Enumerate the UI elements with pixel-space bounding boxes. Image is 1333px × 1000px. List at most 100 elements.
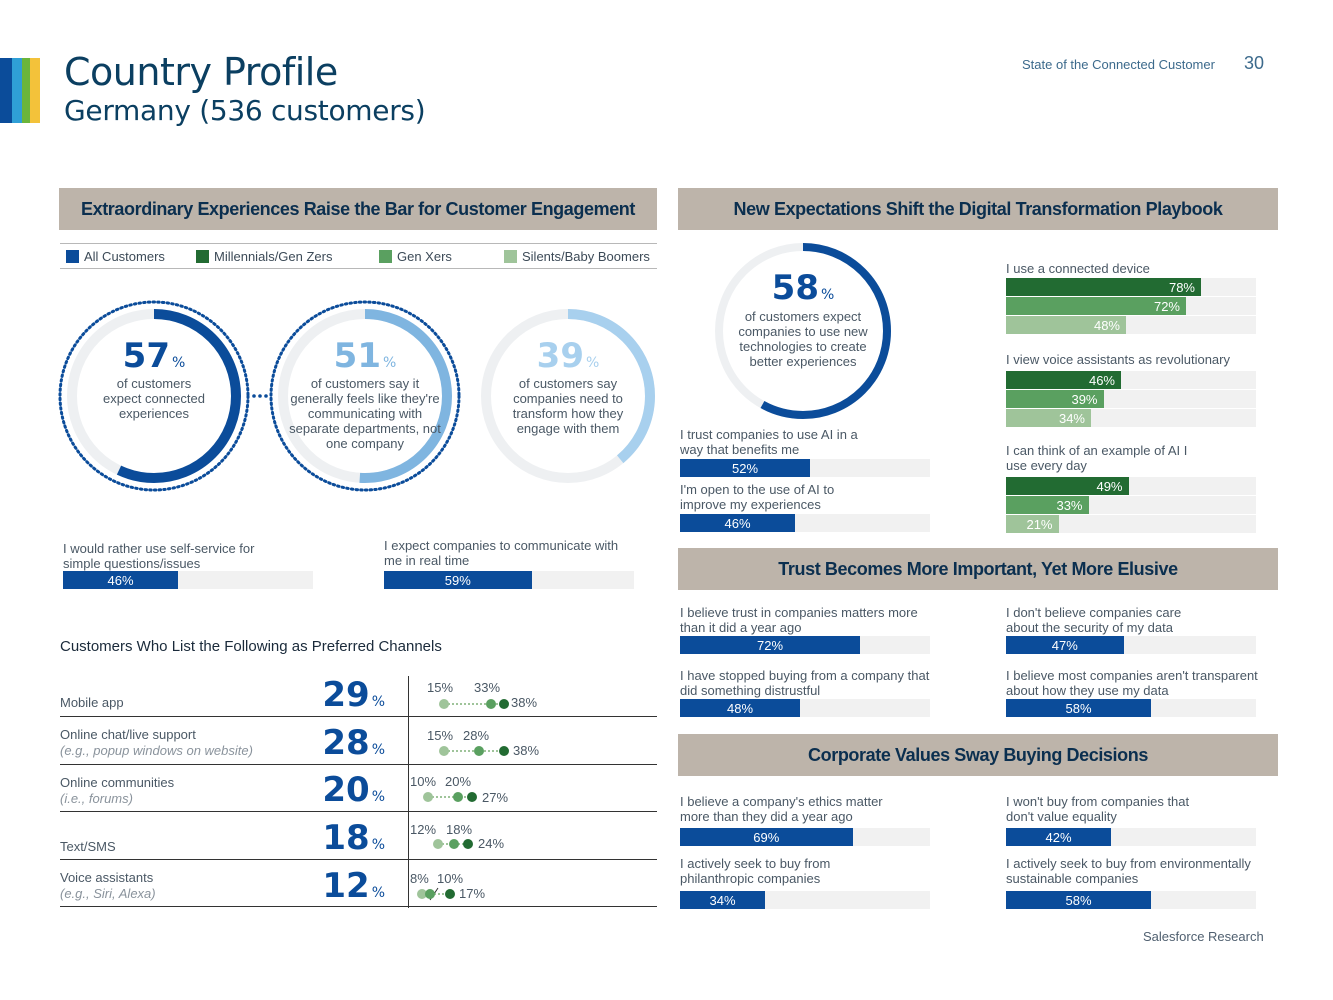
dot-millennials [463, 839, 473, 849]
channels-title: Customers Who List the Following as Pref… [60, 638, 442, 655]
dot-label-genx: 28% [463, 728, 490, 743]
dot-boomers [433, 839, 443, 849]
legend: All Customers Millennials/Gen Zers Gen X… [60, 243, 657, 269]
bar-fill-genx: 39% [1006, 390, 1104, 408]
bar-track: 69% [680, 828, 930, 846]
ring-4-text: of customers expect companies to use new… [738, 309, 868, 369]
bar-track: 33% [1006, 496, 1256, 514]
legend-item-boomers: Silents/Baby Boomers [504, 249, 650, 264]
channel-dot-plot [417, 699, 509, 901]
bar-label: I expect companies to communicate with m… [384, 538, 619, 568]
bar-fill-genx: 33% [1006, 496, 1089, 514]
legend-label: Silents/Baby Boomers [522, 249, 650, 264]
brand-stripe-teal [12, 58, 22, 123]
dot-label-genx: 10% [437, 871, 464, 886]
dot-genx [449, 839, 459, 849]
bar-label: I have stopped buying from a company tha… [680, 668, 930, 698]
dot-label-millennials: 17% [459, 886, 486, 901]
channel-label: Voice assistants (e.g., Siri, Alexa) [60, 870, 156, 901]
bar-fill: 58% [1006, 891, 1151, 909]
channel-label: Text/SMS [60, 839, 116, 854]
dot-boomers [439, 746, 449, 756]
bar-track: 34% [680, 891, 930, 909]
channel-value: 18% [322, 818, 385, 858]
section-title: Corporate Values Sway Buying Decisions [808, 744, 1148, 765]
ring-connector-dot [264, 394, 268, 398]
ring-1-text: of customers expect connected experience… [103, 376, 205, 421]
dot-label-genx: 33% [474, 680, 501, 695]
dot-millennials [467, 792, 477, 802]
legend-item-all: All Customers [66, 249, 165, 264]
channel-value: 20% [322, 770, 385, 810]
section-title: New Expectations Shift the Digital Trans… [733, 198, 1223, 219]
bar-track: 78% [1006, 278, 1256, 296]
brand-stripe-blue [0, 58, 12, 123]
bar-label: I would rather use self-service for simp… [63, 541, 255, 571]
bar-fill: 34% [680, 891, 765, 909]
bar-track: 46% [680, 514, 930, 532]
dot-label-boomers: 12% [410, 822, 437, 837]
bar-track: 49% [1006, 477, 1256, 495]
section-header-digital: New Expectations Shift the Digital Trans… [678, 188, 1278, 230]
bar-track: 48% [680, 699, 930, 717]
channel-value: 12% [322, 866, 385, 906]
dot-millennials [445, 889, 455, 899]
legend-label: Millennials/Gen Zers [214, 249, 333, 264]
dot-genx [425, 889, 435, 899]
legend-item-millennials: Millennials/Gen Zers [196, 249, 333, 264]
bar-fill: 46% [63, 571, 178, 589]
dot-label-boomers: 10% [410, 774, 437, 789]
bar-label: I'm open to the use of AI to improve my … [680, 482, 835, 512]
legend-label: All Customers [84, 249, 165, 264]
row-divider [60, 764, 657, 765]
ring-2-text: of customers say it generally feels like… [289, 376, 441, 451]
bar-fill: 72% [680, 636, 860, 654]
ring-1-progress [67, 309, 241, 483]
ring-2-value: 51% [333, 336, 397, 376]
dot-label-boomers: 15% [427, 680, 454, 695]
section-title: Extraordinary Experiences Raise the Bar … [81, 198, 635, 219]
bar-track: 52% [680, 459, 930, 477]
legend-swatch [196, 250, 209, 263]
bar-fill-millennials: 78% [1006, 278, 1201, 296]
channel-value: 29% [322, 675, 385, 715]
legend-swatch [379, 250, 392, 263]
bar-label: I believe trust in companies matters mor… [680, 605, 918, 635]
rings-graphic [58, 300, 655, 492]
bar-fill-millennials: 49% [1006, 477, 1129, 495]
brand-stripe-green [22, 58, 30, 123]
bar-track: 34% [1006, 409, 1256, 427]
footer-text: Salesforce Research [1143, 929, 1264, 944]
bar-track: 58% [1006, 891, 1256, 909]
bar-fill-boomers: 21% [1006, 515, 1059, 533]
group-label: I view voice assistants as revolutionary [1006, 352, 1230, 367]
bar-label: I trust companies to use AI in a way tha… [680, 427, 858, 457]
bar-label: I won't buy from companies that don't va… [1006, 794, 1190, 824]
bar-track: 72% [1006, 297, 1256, 315]
bar-fill: 69% [680, 828, 853, 846]
section-title: Trust Becomes More Important, Yet More E… [778, 558, 1178, 579]
channel-label: Online chat/live support (e.g., popup wi… [60, 727, 253, 758]
bar-track: 48% [1006, 316, 1256, 334]
dot-millennials [499, 699, 509, 709]
group-label: I can think of an example of AI I use ev… [1006, 443, 1188, 473]
dot-boomers [439, 699, 449, 709]
legend-swatch [504, 250, 517, 263]
bar-fill: 48% [680, 699, 800, 717]
dot-label-millennials: 27% [482, 790, 509, 805]
ring-connector-dot [258, 394, 262, 398]
group-label: I use a connected device [1006, 261, 1150, 276]
bar-label: I don't believe companies care about the… [1006, 605, 1182, 635]
ring-2-dotted-border [269, 300, 461, 492]
channel-label: Online communities (i.e., forums) [60, 775, 175, 806]
bar-track: 39% [1006, 390, 1256, 408]
channel-label: Mobile app [60, 695, 124, 710]
dot-label-genx: 20% [445, 774, 472, 789]
section-header-engagement: Extraordinary Experiences Raise the Bar … [59, 188, 657, 230]
bar-label: I actively seek to buy from environmenta… [1006, 856, 1251, 886]
bar-fill-genx: 72% [1006, 297, 1186, 315]
bar-track: 42% [1006, 828, 1256, 846]
legend-swatch [66, 250, 79, 263]
ring-4-value: 58% [771, 268, 835, 308]
channels-divider [408, 676, 409, 908]
